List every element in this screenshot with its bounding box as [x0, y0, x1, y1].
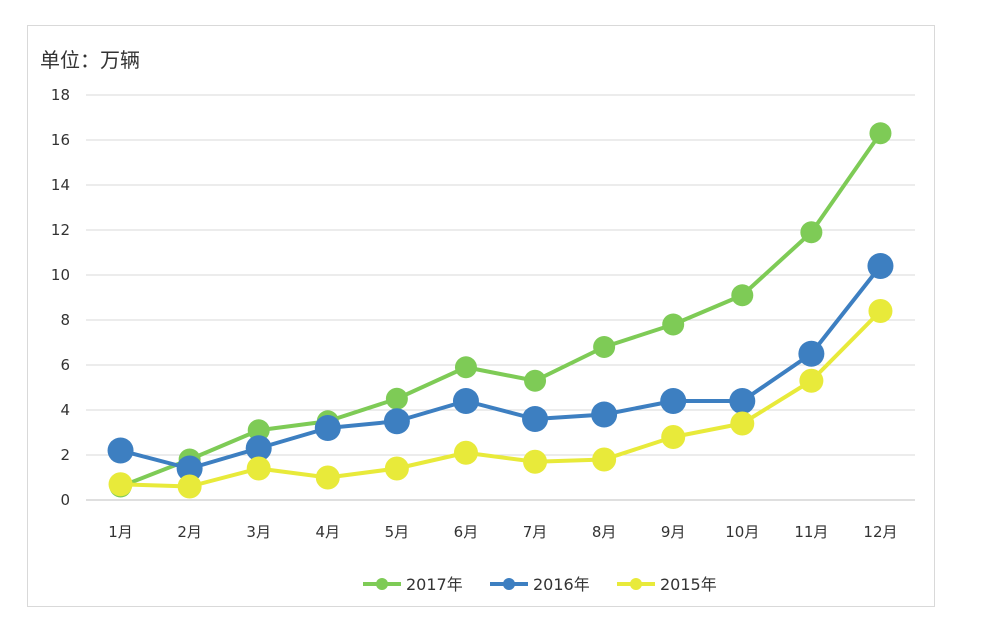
data-point — [176, 455, 203, 482]
data-point — [315, 465, 340, 490]
data-point — [592, 447, 617, 472]
legend-marker — [376, 578, 388, 590]
series-line-2016年 — [120, 264, 883, 471]
x-tick-label: 11月 — [794, 523, 828, 541]
data-point — [799, 368, 824, 393]
data-point — [868, 299, 893, 323]
data-point — [383, 408, 410, 435]
data-point — [798, 340, 825, 367]
y-tick-label: 14 — [51, 176, 70, 194]
x-tick-label: 12月 — [863, 523, 897, 541]
legend-label: 2016年 — [533, 575, 590, 594]
chart-frame — [27, 25, 935, 607]
data-point — [384, 456, 409, 481]
data-point — [593, 336, 616, 358]
x-tick-label: 10月 — [725, 523, 759, 541]
x-tick-label: 6月 — [454, 523, 479, 541]
legend-marker — [630, 578, 642, 590]
series-line-2015年 — [120, 309, 882, 489]
data-point — [800, 221, 823, 244]
data-point — [660, 388, 687, 414]
y-tick-label: 12 — [51, 221, 70, 239]
series-line-2017年 — [119, 132, 883, 489]
data-point — [314, 415, 341, 441]
legend-label: 2015年 — [660, 575, 717, 594]
y-tick-label: 6 — [60, 356, 70, 374]
data-point — [729, 388, 756, 414]
data-point — [245, 435, 272, 462]
y-tick-label: 4 — [60, 401, 70, 419]
data-point — [385, 387, 408, 410]
data-point — [661, 425, 686, 449]
y-tick-label: 18 — [51, 86, 70, 104]
data-point — [453, 440, 478, 465]
data-point — [522, 406, 549, 432]
data-point — [108, 472, 133, 497]
legend-marker — [503, 578, 515, 590]
y-tick-label: 16 — [51, 131, 70, 149]
data-point — [452, 388, 479, 414]
x-tick-label: 1月 — [108, 523, 133, 541]
data-point — [523, 449, 548, 474]
data-point — [454, 356, 477, 379]
x-tick-label: 8月 — [592, 523, 617, 541]
data-point — [177, 474, 202, 499]
x-tick-label: 7月 — [523, 523, 548, 541]
unit-label: 单位：万辆 — [40, 48, 140, 72]
y-tick-label: 2 — [60, 446, 70, 464]
x-tick-label: 9月 — [661, 523, 686, 541]
data-point — [869, 122, 892, 145]
data-point — [246, 456, 271, 481]
x-tick-label: 4月 — [316, 523, 341, 541]
y-tick-label: 8 — [60, 311, 70, 329]
x-tick-label: 5月 — [385, 523, 410, 541]
x-tick-label: 2月 — [177, 523, 202, 541]
data-point — [730, 411, 755, 436]
y-tick-label: 10 — [51, 266, 70, 284]
data-point — [662, 313, 685, 336]
data-point — [247, 419, 270, 442]
legend-label: 2017年 — [406, 575, 463, 594]
y-tick-label: 0 — [60, 491, 70, 509]
data-point — [591, 401, 618, 428]
data-point — [731, 284, 754, 307]
data-point — [524, 369, 547, 392]
data-point — [867, 253, 894, 279]
data-point — [107, 437, 134, 464]
x-tick-label: 3月 — [246, 523, 271, 541]
